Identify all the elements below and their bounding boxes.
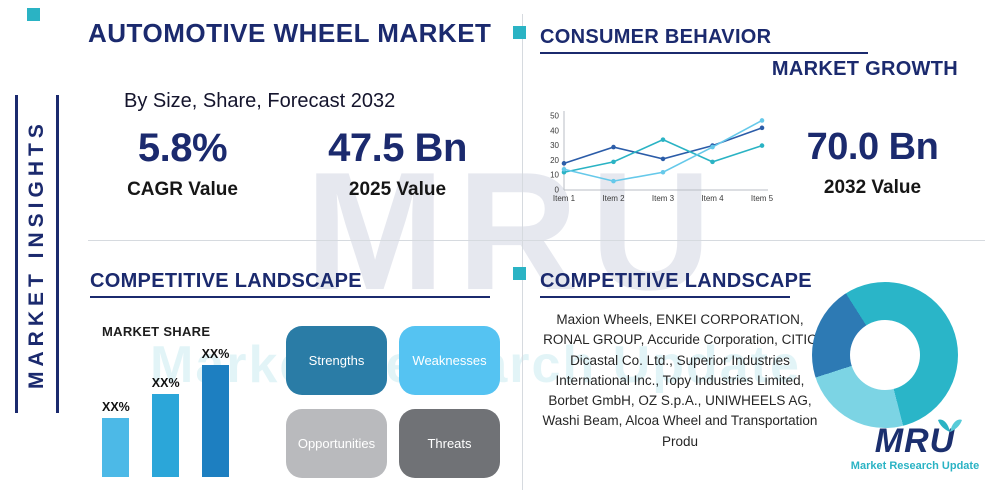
mru-logo: MRU Market Research Update (840, 419, 990, 472)
svg-text:Item 1: Item 1 (553, 194, 576, 203)
side-rule-right (56, 95, 59, 413)
vertical-divider (522, 14, 523, 490)
logo-tagline: Market Research Update (850, 460, 980, 472)
logo-text: MRU (874, 422, 956, 460)
page-title: AUTOMOTIVE WHEEL MARKET (88, 18, 492, 48)
side-banner-label: MARKET INSIGHTS (25, 119, 48, 389)
bar-value-label: XX% (102, 400, 130, 414)
page-subtitle: By Size, Share, Forecast 2032 (124, 90, 396, 112)
competitive-right-underline (540, 296, 790, 298)
bar-value-label: XX% (201, 347, 230, 361)
section-heading-consumer-behavior: CONSUMER BEHAVIOR (540, 26, 772, 48)
competitive-left-underline (90, 296, 490, 298)
swot-strengths: Strengths (286, 326, 387, 395)
stat-2032-label: 2032 Value (823, 177, 922, 198)
svg-text:Item 4: Item 4 (701, 194, 724, 203)
consumer-behavior-underline (540, 52, 868, 54)
market-share-bar-group: XX% (152, 376, 180, 477)
svg-text:50: 50 (550, 112, 559, 121)
svg-text:40: 40 (550, 126, 559, 135)
stat-cagr-label: CAGR Value (127, 179, 238, 200)
market-share-bar (201, 365, 229, 477)
company-list-text: Maxion Wheels, ENKEI CORPORATION, RONAL … (542, 312, 818, 449)
stat-2025-value: 47.5 Bn (328, 126, 467, 170)
market-share-bar-group: XX% (102, 400, 130, 477)
accent-square-top-left (27, 8, 40, 21)
horizontal-divider (88, 240, 985, 241)
leaf-icon (938, 419, 962, 432)
line-chart: 0 10 20 30 40 50 Item 1 Item 2 Item 3 Item 4 Item … (550, 111, 774, 203)
market-share-label: MARKET SHARE (102, 324, 211, 339)
swot-threats: Threats (399, 409, 500, 478)
svg-text:20: 20 (550, 156, 559, 165)
section-heading-market-growth: MARKET GROWTH (771, 58, 958, 80)
stat-cagr: 5.8% CAGR Value (105, 126, 260, 201)
section-heading-competitive-landscape-right: COMPETITIVE LANDSCAPE (540, 270, 812, 292)
section-heading-competitive-landscape-left: COMPETITIVE LANDSCAPE (90, 270, 362, 292)
svg-text:Item 3: Item 3 (652, 194, 675, 203)
market-share-bar (102, 418, 130, 477)
market-share-bar-chart: XX% XX% XX% (102, 345, 272, 477)
svg-text:0: 0 (555, 186, 560, 195)
svg-text:30: 30 (550, 141, 559, 150)
svg-text:Item 5: Item 5 (751, 194, 774, 203)
stat-2025-label: 2025 Value (348, 179, 447, 200)
accent-square-competitive-right (513, 267, 526, 280)
svg-text:Item 2: Item 2 (602, 194, 625, 203)
donut-chart (812, 282, 958, 428)
stat-2032: 70.0 Bn 2032 Value (780, 126, 965, 199)
swot-grid: Strengths Weaknesses Opportunities Threa… (286, 326, 500, 478)
donut-hole (850, 320, 920, 390)
market-share-bar-group: XX% (201, 347, 230, 477)
bar-value-label: XX% (151, 376, 180, 390)
svg-text:10: 10 (550, 171, 559, 180)
swot-opportunities: Opportunities (286, 409, 387, 478)
stat-cagr-value: 5.8% (137, 126, 228, 170)
watermark-logo-text: MRU (305, 137, 724, 325)
stat-2025: 47.5 Bn 2025 Value (300, 126, 495, 201)
market-share-bar (152, 394, 180, 477)
accent-square-consumer-behavior (513, 26, 526, 39)
swot-weaknesses: Weaknesses (399, 326, 500, 395)
stat-2032-value: 70.0 Bn (806, 126, 939, 168)
side-rule-left (15, 95, 18, 413)
